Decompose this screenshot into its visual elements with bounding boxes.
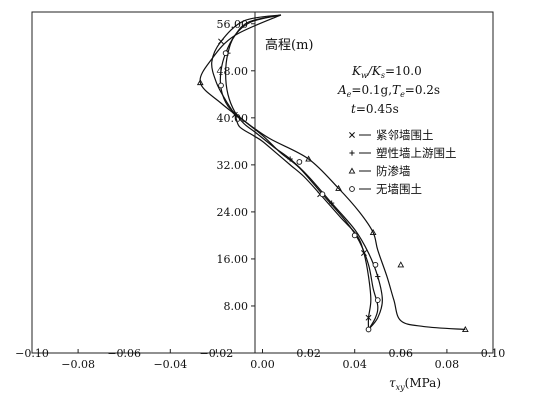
series-2-point	[335, 184, 342, 191]
series-3-point	[319, 191, 326, 198]
series-3-point	[351, 232, 358, 239]
annotation-ratio: Kw/Ks=10.0	[351, 64, 422, 80]
x-tick-label: −0.08	[61, 358, 95, 371]
y-tick-label: 32.00	[217, 159, 249, 172]
x-tick-label: −0.04	[153, 358, 187, 371]
series-2-point	[196, 79, 204, 86]
series-3-point	[222, 50, 229, 57]
y-tick-label: 24.00	[217, 206, 249, 219]
legend-label-1: 塑性墙上游围土	[376, 146, 457, 160]
series-layer	[196, 14, 469, 333]
y-tick-label: 40.00	[217, 112, 249, 125]
x-tick-label: −0.02	[200, 347, 234, 360]
series-line-0	[211, 14, 372, 330]
y-tick-label: 8.00	[224, 300, 249, 313]
x-tick-label: 0.00	[250, 358, 275, 371]
series-2-point	[305, 155, 312, 162]
x-tick-label: 0.06	[389, 347, 414, 360]
legend-label-3: 无墙围土	[376, 182, 422, 196]
legend-marker-0	[349, 132, 355, 138]
y-ticks: 8.00 16.00 24.00 32.00 40.00 48.00 56.00	[217, 18, 255, 313]
series-1-point	[375, 273, 381, 280]
legend-label-0: 紧邻墙围土	[376, 128, 434, 142]
x-tick-label: −0.06	[107, 347, 141, 360]
annotation-accel: Ae=0.1g,Te=0.2s	[337, 83, 440, 99]
series-3-point	[218, 82, 224, 89]
series-0-point	[218, 38, 224, 45]
legend-marker-2	[348, 167, 356, 174]
x-tick-label: −0.10	[15, 347, 49, 360]
x-tick-label: 0.02	[296, 347, 321, 360]
y-axis-label: 高程(m)	[265, 37, 313, 53]
series-2-point	[397, 261, 405, 268]
plot-frame	[31, 11, 494, 354]
series-2-point	[461, 325, 469, 333]
series-line-2	[199, 14, 466, 331]
legend-label-2: 防渗墙	[376, 164, 411, 178]
series-3-point	[374, 297, 381, 303]
series-2-point	[369, 228, 377, 236]
x-tick-label: 0.08	[435, 358, 460, 371]
x-ticks: −0.10 −0.08 −0.06 −0.04 −0.02 0.00 0.02 0.04 0.0…	[15, 347, 505, 371]
series-3-point	[365, 326, 372, 333]
y-tick-label: 16.00	[217, 253, 249, 266]
series-0-point	[365, 314, 372, 321]
y-tick-label: 48.00	[217, 65, 249, 78]
legend-marker-1	[349, 150, 355, 156]
x-tick-label: 0.10	[481, 347, 506, 360]
annotation-time: t=0.45s	[351, 102, 399, 116]
y-tick-label: 56.00	[217, 18, 249, 31]
x-tick-label: 0.04	[342, 358, 367, 371]
legend-marker-3	[349, 186, 355, 192]
series-3-point	[296, 159, 303, 165]
x-axis-label: τxy(MPa)	[389, 376, 441, 392]
series-3-point	[372, 261, 379, 268]
